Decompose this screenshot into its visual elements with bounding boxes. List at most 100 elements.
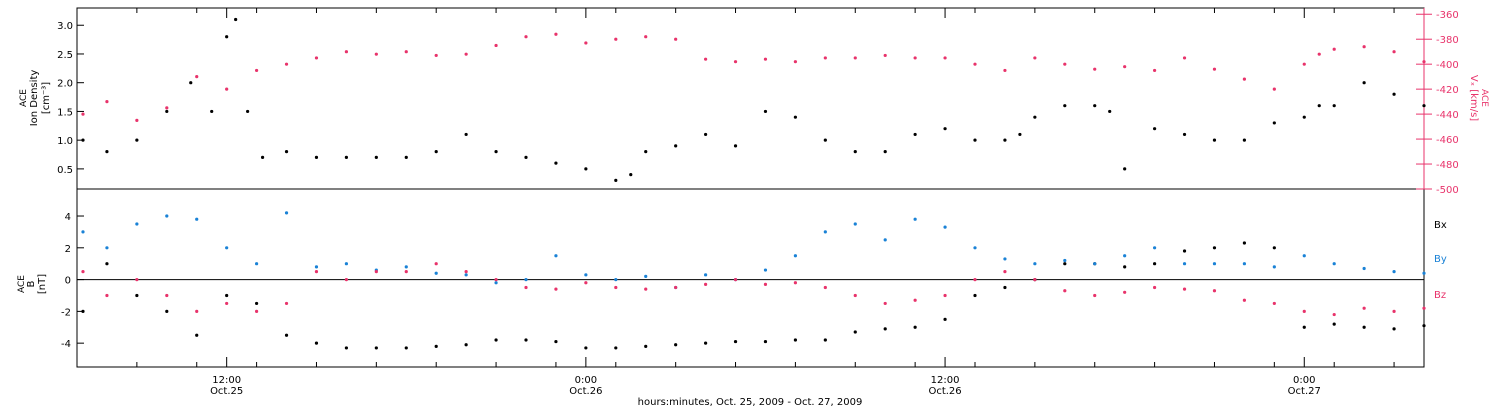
bfield-point (1302, 254, 1306, 258)
bfield-point (1123, 254, 1127, 258)
bottom-left-ylabel: ACE B [nT] (17, 274, 48, 294)
velocity-point (973, 62, 977, 66)
density-point (1108, 109, 1112, 114)
density-point (284, 150, 289, 154)
density-point (246, 109, 250, 114)
bfield-point (1422, 271, 1426, 275)
top-right-ylabel: ACE Vₓ [km/s] (1468, 75, 1489, 121)
bfield-point (1153, 246, 1157, 250)
density-point (733, 144, 738, 148)
bfield-point (1063, 289, 1067, 293)
density-point (1422, 104, 1426, 108)
bfield-point (284, 333, 289, 337)
bfield-point (314, 341, 319, 345)
bfield-point (255, 301, 259, 306)
density-point (584, 167, 588, 171)
top-left-tick-label: 1.5 (57, 107, 73, 118)
bfield-point (973, 293, 977, 298)
x-tick-date-label: Oct.25 (210, 386, 243, 397)
bfield-point (1242, 298, 1246, 302)
bfield-point (644, 287, 648, 291)
density-point (404, 155, 408, 159)
bfield-point (105, 246, 109, 250)
density-point (1362, 81, 1366, 85)
density-point (554, 161, 558, 165)
velocity-point (883, 53, 887, 58)
velocity-point (195, 75, 199, 79)
bfield-point (614, 277, 618, 282)
bfield-point (913, 217, 917, 221)
bfield-point (554, 254, 558, 258)
bfield-point (763, 268, 768, 272)
density-point (225, 35, 229, 39)
bfield-point (255, 309, 259, 313)
bottom-left-axis: -4 -2 0 2 4 (61, 212, 84, 350)
bfield-point (81, 230, 85, 234)
density-point (1018, 132, 1022, 137)
bfield-point (464, 273, 468, 277)
bfield-point (1093, 262, 1097, 266)
legend-bx: Bx (1434, 220, 1447, 231)
bfield-point (1153, 262, 1157, 266)
bfield-point (1123, 265, 1127, 269)
velocity-point (1242, 77, 1246, 81)
x-tick-time-label: 12:00 (212, 375, 241, 386)
bfield-point (1362, 325, 1366, 329)
density-point (674, 144, 678, 148)
bfield-point (1392, 309, 1396, 313)
bfield-point (1332, 322, 1336, 326)
bfield-point (1212, 289, 1217, 293)
bfield-by-series (81, 211, 1426, 290)
velocity-point (81, 112, 85, 116)
bfield-point (81, 270, 85, 274)
top-right-tick-label: -420 (1436, 85, 1459, 96)
density-point (260, 155, 265, 159)
top-right-tick-label: -500 (1436, 185, 1459, 196)
velocity-point (255, 68, 259, 73)
bfield-point (135, 222, 139, 226)
bfield-point (314, 270, 319, 274)
velocity-point (344, 50, 348, 54)
bfield-point (614, 346, 618, 350)
bfield-point (704, 273, 708, 277)
velocity-point (314, 56, 319, 60)
bottom-left-tick-label: 2 (65, 244, 71, 255)
bfield-point (284, 211, 289, 215)
x-tick-date-label: Oct.27 (1288, 386, 1321, 397)
bfield-point (883, 327, 887, 331)
x-axis: 12:00Oct.250:00Oct.2612:00Oct.260:00Oct.… (76, 8, 1395, 397)
bfield-point (1362, 266, 1366, 271)
velocity-point (1332, 47, 1336, 51)
bfield-point (135, 293, 139, 298)
top-right-tick-label: -460 (1436, 135, 1459, 146)
bfield-point (284, 301, 289, 306)
density-point (1093, 104, 1097, 108)
bfield-point (195, 217, 199, 221)
bfield-point (1332, 312, 1336, 317)
top-right-ylabel-line1: ACE (1479, 89, 1489, 107)
bfield-point (1033, 262, 1037, 266)
legend-bz: Bz (1434, 290, 1446, 301)
bfield-point (255, 262, 259, 266)
bfield-point (524, 277, 528, 282)
velocity-point (704, 57, 708, 61)
density-point (973, 138, 977, 142)
bfield-point (584, 281, 588, 285)
bottom-left-ylabel-line2: B (26, 280, 37, 287)
top-right-tick-label: -440 (1436, 110, 1459, 121)
velocity-point (135, 118, 139, 122)
bfield-point (554, 339, 558, 344)
bfield-bz-series (81, 262, 1426, 317)
bfield-point (434, 344, 438, 348)
series-layer (81, 17, 1426, 350)
velocity-point (1182, 56, 1187, 60)
bfield-point (1003, 285, 1007, 290)
bfield-point (165, 293, 169, 298)
bfield-point (1272, 265, 1276, 269)
velocity-point (1422, 60, 1426, 64)
velocity-vx-series (81, 32, 1426, 122)
bfield-point (434, 262, 438, 266)
velocity-point (943, 56, 947, 60)
bfield-point (195, 333, 199, 337)
top-left-ylabel-line3: [cm⁻³] (41, 82, 52, 114)
